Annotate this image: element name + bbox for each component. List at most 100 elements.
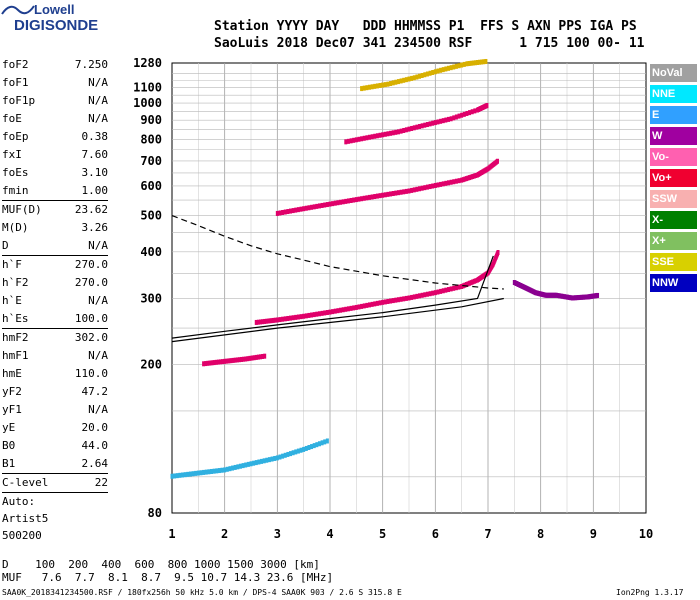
trace-point [391, 298, 395, 304]
param-name: C-level [2, 476, 49, 489]
trace-point [229, 358, 233, 364]
trace-point [188, 471, 192, 477]
trace-point [254, 460, 258, 466]
trace-point [317, 311, 321, 317]
trace-point [341, 199, 345, 205]
param-value: N/A [88, 403, 108, 416]
trace-point [467, 61, 471, 67]
trace-point [465, 61, 469, 67]
trace-point [360, 86, 364, 92]
trace-point [349, 138, 353, 144]
trace-point [286, 209, 290, 215]
trace-point [412, 187, 416, 193]
param-name: foF1 [2, 76, 29, 89]
param-value: N/A [88, 349, 108, 362]
trace-point [349, 305, 353, 311]
trace-point [436, 289, 440, 295]
trace-point [263, 353, 267, 359]
trace-point [370, 84, 374, 90]
trace-point [449, 286, 453, 292]
trace-point [241, 463, 245, 469]
trace-point [323, 310, 327, 316]
trace-point [573, 295, 577, 301]
param-row: yE 20.0 [0, 419, 112, 437]
trace-point [228, 466, 232, 472]
trace-point [447, 180, 450, 186]
trace-point [263, 318, 267, 324]
trace-point [214, 359, 218, 365]
trace-point [410, 187, 414, 193]
param-value: 270.0 [74, 276, 108, 289]
trace-point [352, 197, 356, 203]
legend-item: NNW [650, 274, 697, 292]
trace-point [233, 357, 237, 363]
trace-point [360, 136, 364, 142]
trace-point [210, 468, 213, 474]
trace-point [267, 318, 271, 324]
trace-point [275, 210, 279, 216]
trace-point [302, 313, 306, 319]
trace-point [354, 304, 358, 310]
trace-point [391, 130, 395, 136]
trace-point [378, 300, 382, 306]
trace-point [260, 458, 264, 464]
trace-point [439, 288, 443, 294]
param-row: hmF2 302.0 [0, 329, 112, 347]
param-name: hmF1 [2, 349, 29, 362]
trace-point [223, 358, 227, 364]
param-value: N/A [88, 94, 108, 107]
trace-point [212, 468, 216, 474]
param-name: h`Es [2, 312, 29, 325]
y-tick-label: 500 [140, 209, 162, 223]
param-row: B1 2.64 [0, 455, 112, 473]
trace-point [402, 127, 406, 133]
param-name: fmin [2, 184, 29, 197]
trace-point [561, 293, 565, 299]
trace-point [220, 467, 224, 473]
param-name: B0 [2, 439, 16, 452]
trace-point [278, 454, 282, 460]
trace-point [183, 472, 187, 478]
trace-point [473, 108, 477, 114]
param-row: h`Es 100.0 [0, 310, 112, 328]
trace-point [283, 209, 287, 215]
x-tick-label: 7 [484, 527, 491, 541]
trace-point [381, 192, 385, 198]
trace-point [294, 207, 298, 213]
trace-point [212, 360, 216, 366]
trace-point [378, 82, 382, 88]
param-row: yF1 N/A [0, 401, 112, 419]
trace-point [344, 306, 348, 312]
param-separator [2, 473, 108, 474]
trace-point [418, 123, 422, 129]
trace-point [433, 69, 437, 75]
digisonde-logo: Lowell DIGISONDE [0, 0, 110, 48]
param-separator [2, 328, 108, 329]
trace-point [577, 295, 581, 301]
trace-point [418, 186, 422, 192]
trace-point [362, 85, 366, 91]
trace-point [307, 312, 311, 318]
trace-point [383, 192, 387, 198]
trace-point [354, 197, 358, 203]
trace-point [423, 185, 427, 191]
trace-point [423, 122, 427, 128]
param-row: hmE 110.0 [0, 365, 112, 383]
y-tick-label: 1100 [133, 81, 162, 95]
trace-point [475, 60, 479, 65]
trace-point [328, 309, 332, 315]
trace-point [362, 195, 366, 201]
trace-point [428, 70, 432, 76]
trace-point [304, 313, 308, 319]
trace-point [396, 129, 400, 135]
trace-point [391, 80, 395, 86]
param-value: 7.60 [81, 148, 109, 161]
trace-point [235, 357, 239, 363]
trace-point [425, 71, 429, 77]
param-name: yF1 [2, 403, 22, 416]
trace-point [261, 353, 265, 359]
trace-point [418, 293, 422, 299]
trace-point [436, 68, 440, 74]
profile-curve [171, 255, 494, 339]
trace-point [349, 197, 353, 203]
